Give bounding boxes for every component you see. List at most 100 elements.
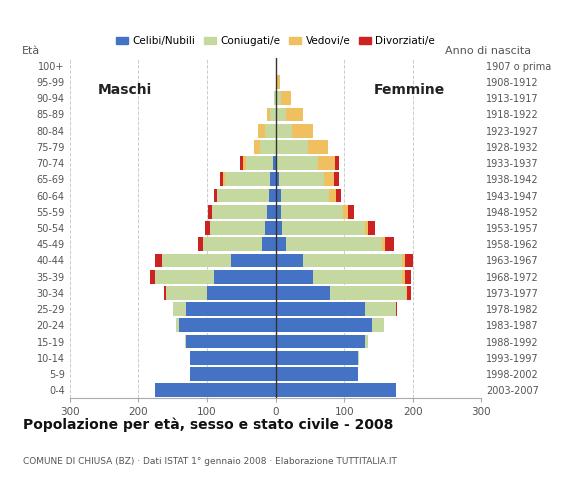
Bar bbox=[334, 172, 339, 186]
Bar bbox=[213, 189, 217, 203]
Bar bbox=[385, 237, 394, 251]
Bar bbox=[276, 335, 365, 348]
Bar bbox=[276, 253, 303, 267]
Bar bbox=[358, 351, 359, 365]
Bar bbox=[190, 351, 276, 365]
Bar bbox=[276, 172, 279, 186]
Bar bbox=[382, 237, 385, 251]
Bar bbox=[276, 221, 282, 235]
Bar bbox=[292, 124, 313, 138]
Legend: Celibi/Nubili, Coniugati/e, Vedovi/e, Divorziati/e: Celibi/Nubili, Coniugati/e, Vedovi/e, Di… bbox=[112, 32, 439, 50]
Bar bbox=[274, 91, 276, 105]
Bar bbox=[150, 270, 155, 284]
Bar bbox=[277, 156, 318, 170]
Bar bbox=[258, 124, 265, 138]
Bar bbox=[348, 205, 354, 219]
Bar bbox=[343, 205, 348, 219]
Bar bbox=[176, 318, 179, 332]
Bar bbox=[155, 270, 213, 284]
Bar bbox=[276, 318, 372, 332]
Bar bbox=[331, 286, 406, 300]
Bar bbox=[190, 367, 276, 381]
Bar bbox=[164, 286, 166, 300]
Bar bbox=[407, 286, 411, 300]
Bar bbox=[207, 286, 276, 300]
Bar bbox=[335, 156, 339, 170]
Bar bbox=[282, 221, 365, 235]
Bar bbox=[396, 302, 397, 316]
Bar bbox=[276, 351, 358, 365]
Bar bbox=[286, 108, 303, 121]
Bar bbox=[277, 75, 280, 89]
Bar bbox=[220, 172, 223, 186]
Bar bbox=[277, 124, 292, 138]
Bar bbox=[276, 270, 313, 284]
Bar bbox=[276, 367, 358, 381]
Bar bbox=[404, 253, 413, 267]
Bar bbox=[365, 335, 368, 348]
Bar bbox=[281, 189, 329, 203]
Bar bbox=[217, 189, 269, 203]
Bar bbox=[403, 270, 404, 284]
Bar bbox=[262, 237, 275, 251]
Bar bbox=[226, 172, 270, 186]
Bar bbox=[166, 286, 207, 300]
Bar bbox=[155, 253, 162, 267]
Bar bbox=[211, 221, 265, 235]
Text: Femmine: Femmine bbox=[374, 83, 445, 97]
Bar bbox=[173, 302, 186, 316]
Bar bbox=[260, 140, 276, 154]
Text: Maschi: Maschi bbox=[97, 83, 151, 97]
Bar bbox=[186, 335, 276, 348]
Bar bbox=[253, 140, 260, 154]
Bar bbox=[276, 108, 286, 121]
Bar bbox=[186, 302, 276, 316]
Bar bbox=[267, 108, 270, 121]
Bar bbox=[276, 302, 365, 316]
Bar bbox=[231, 253, 276, 267]
Bar bbox=[162, 253, 231, 267]
Bar bbox=[276, 237, 286, 251]
Bar bbox=[198, 237, 204, 251]
Bar bbox=[281, 205, 343, 219]
Bar bbox=[208, 205, 212, 219]
Bar bbox=[404, 270, 411, 284]
Bar bbox=[155, 384, 276, 397]
Bar bbox=[318, 156, 335, 170]
Bar bbox=[179, 318, 276, 332]
Bar bbox=[324, 172, 334, 186]
Text: COMUNE DI CHIUSA (BZ) · Dati ISTAT 1° gennaio 2008 · Elaborazione TUTTITALIA.IT: COMUNE DI CHIUSA (BZ) · Dati ISTAT 1° ge… bbox=[23, 456, 397, 466]
Bar bbox=[273, 156, 276, 170]
Bar bbox=[372, 318, 384, 332]
Bar bbox=[204, 237, 262, 251]
Bar bbox=[276, 140, 277, 154]
Bar bbox=[241, 156, 242, 170]
Bar bbox=[406, 286, 407, 300]
Bar bbox=[265, 124, 276, 138]
Bar bbox=[242, 156, 246, 170]
Bar bbox=[270, 172, 276, 186]
Bar bbox=[365, 302, 396, 316]
Text: Anno di nascita: Anno di nascita bbox=[445, 46, 531, 56]
Bar bbox=[212, 205, 267, 219]
Bar bbox=[308, 140, 328, 154]
Text: Età: Età bbox=[22, 46, 41, 56]
Bar bbox=[403, 253, 404, 267]
Bar bbox=[265, 221, 276, 235]
Bar bbox=[276, 384, 396, 397]
Bar bbox=[270, 108, 276, 121]
Bar bbox=[267, 205, 275, 219]
Bar bbox=[277, 140, 308, 154]
Bar bbox=[279, 172, 324, 186]
Bar bbox=[329, 189, 336, 203]
Bar bbox=[269, 189, 276, 203]
Bar bbox=[276, 75, 277, 89]
Bar bbox=[276, 189, 281, 203]
Bar bbox=[336, 189, 340, 203]
Bar bbox=[246, 156, 273, 170]
Bar bbox=[276, 124, 277, 138]
Bar bbox=[368, 221, 375, 235]
Bar bbox=[276, 156, 277, 170]
Bar bbox=[276, 205, 281, 219]
Bar bbox=[276, 91, 281, 105]
